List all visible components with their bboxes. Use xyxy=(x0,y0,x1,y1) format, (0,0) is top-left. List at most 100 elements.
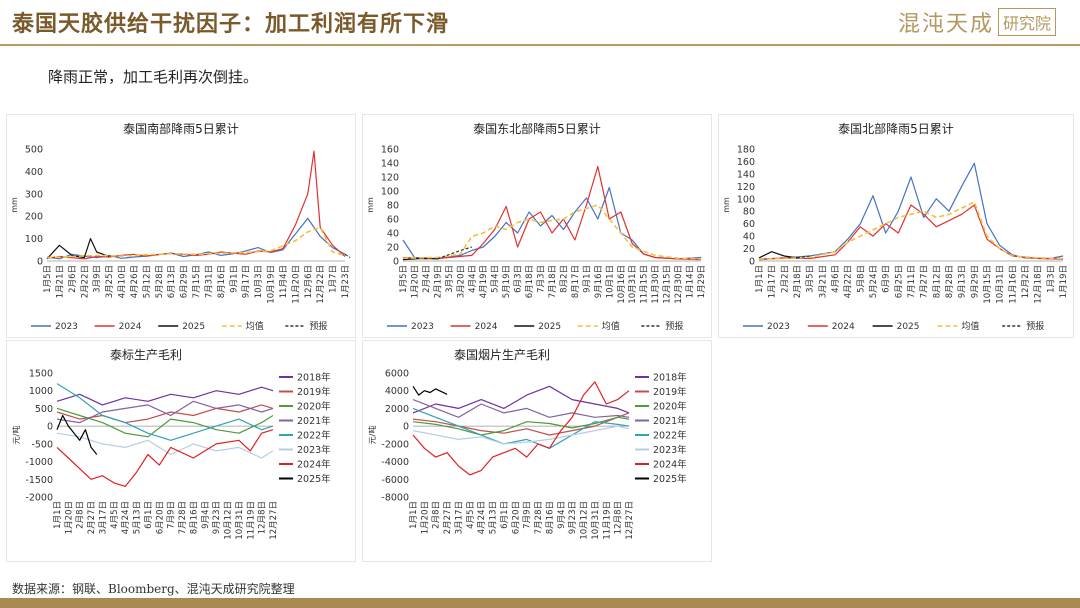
x-tick-label: 4月26日 xyxy=(130,265,140,298)
x-tick-label: 4月24日 xyxy=(121,501,131,534)
series-line-预报 xyxy=(344,253,351,259)
y-tick-label: 100 xyxy=(737,194,755,205)
x-tick-label: 3月17日 xyxy=(98,501,108,534)
series-line-2025 xyxy=(46,238,110,260)
x-tick-label: 7月28日 xyxy=(534,501,544,534)
y-tick-label: 60 xyxy=(387,215,399,226)
x-tick-label: 1月3日 xyxy=(1046,265,1056,293)
series-line-预报 xyxy=(437,246,472,260)
x-tick-label: 2月4日 xyxy=(422,265,432,293)
y-tick-label: 6000 xyxy=(385,369,409,380)
data-source-note: 数据来源：钢联、Bloomberg、混沌天成研究院整理 xyxy=(12,582,295,596)
y-tick-label: 60 xyxy=(743,219,755,230)
x-tick-label: 12月18日 xyxy=(1034,265,1044,304)
legend-label: 2025 xyxy=(897,322,920,332)
series-line-2020年 xyxy=(412,416,630,436)
y-tick-label: 1000 xyxy=(29,386,53,397)
x-tick-label: 10月31日 xyxy=(591,501,601,540)
x-tick-label: 5月8日 xyxy=(856,265,866,293)
chart-sheet-margin: 泰国烟片生产毛利 -8000 -6000 -4000 -2000 0 2000 4000 600… xyxy=(362,340,712,562)
x-tick-label: 11月19日 xyxy=(246,501,256,540)
series-line-2024 xyxy=(758,204,1064,261)
x-tick-label: 4月22日 xyxy=(844,265,854,298)
x-tick-label: 7月11日 xyxy=(907,265,917,298)
x-tick-label: 3月5日 xyxy=(445,265,455,293)
x-tick-label: 6月3日 xyxy=(514,265,524,293)
x-tick-label: 5月12日 xyxy=(142,265,152,298)
x-tick-label: 1月21日 xyxy=(55,265,65,298)
x-tick-label: 10月31日 xyxy=(628,265,638,304)
y-tick-label: -500 xyxy=(31,439,53,450)
x-tick-label: 6月20日 xyxy=(511,501,521,534)
x-tick-label: 9月4日 xyxy=(557,501,567,529)
x-tick-label: 1月17日 xyxy=(768,265,778,298)
y-tick-label: 0 xyxy=(37,257,43,268)
legend-label: 预报 xyxy=(665,320,683,332)
x-tick-label: 10月15日 xyxy=(983,265,993,304)
series-line-2022年 xyxy=(412,407,630,449)
x-tick-label: 5月13日 xyxy=(489,501,499,534)
x-tick-label: 3月17日 xyxy=(454,501,464,534)
x-tick-label: 11月15日 xyxy=(640,265,650,304)
x-tick-label: 7月27日 xyxy=(920,265,930,298)
x-tick-label: 2月27日 xyxy=(443,501,453,534)
page-title: 泰国天胶供给干扰因子：加工利润有所下滑 xyxy=(12,11,450,37)
x-tick-label: 3月25日 xyxy=(105,265,115,298)
y-tick-label: 400 xyxy=(25,167,43,178)
legend-label: 2021年 xyxy=(297,415,331,427)
x-tick-label: 12月30日 xyxy=(674,265,684,304)
series-line-2018年 xyxy=(56,386,274,406)
x-tick-label: 12月27日 xyxy=(625,501,635,540)
x-tick-label: 8月16日 xyxy=(189,501,199,534)
x-tick-label: 8月2日 xyxy=(559,265,569,293)
y-tick-label: -6000 xyxy=(381,475,409,486)
x-tick-label: 2月22日 xyxy=(80,265,90,298)
y-tick-label: -8000 xyxy=(381,493,409,504)
x-tick-label: 10月12日 xyxy=(580,501,590,540)
x-tick-label: 5月4日 xyxy=(491,265,501,293)
series-line-2021年 xyxy=(56,400,274,424)
series-line-2025年 xyxy=(412,385,448,396)
x-tick-label: 5月28日 xyxy=(155,265,165,298)
x-tick-label: 8月28日 xyxy=(945,265,955,298)
legend-label: 2020年 xyxy=(653,401,687,413)
legend-label: 2023 xyxy=(411,322,434,332)
series-line-2024 xyxy=(402,165,702,261)
chart-title: 泰标生产毛利 xyxy=(110,348,182,362)
x-tick-label: 12月8日 xyxy=(614,501,624,534)
x-tick-label: 9月4日 xyxy=(201,501,211,529)
x-tick-label: 12月15日 xyxy=(663,265,673,304)
x-tick-label: 8月17日 xyxy=(571,265,581,298)
legend-label: 2025 xyxy=(182,322,205,332)
chart-svg: 泰国烟片生产毛利 -8000 -6000 -4000 -2000 0 2000 4000 600… xyxy=(367,348,687,540)
x-tick-label: 1月14日 xyxy=(686,265,696,298)
y-tick-label: 100 xyxy=(25,234,43,245)
chart-svg: 泰国南部降雨5日累计 0 100 200 300 400 500 mm 1月5日 1月21日 2月6… xyxy=(10,121,351,332)
legend-label: 2020年 xyxy=(297,401,331,413)
x-tick-label: 5月24日 xyxy=(869,265,879,298)
x-tick-label: 11月16日 xyxy=(1008,265,1018,304)
x-tick-label: 7月3日 xyxy=(537,265,547,293)
x-tick-label: 11月20日 xyxy=(291,265,301,304)
series-line-2024 xyxy=(46,150,346,260)
y-tick-label: 80 xyxy=(743,207,755,218)
series-line-2024年 xyxy=(56,429,274,487)
legend-label: 2018年 xyxy=(297,372,331,384)
y-tick-label: 100 xyxy=(381,187,399,198)
x-tick-label: 2月8日 xyxy=(432,501,442,529)
brand-logo: 混沌天成 研究院 xyxy=(898,4,1056,40)
header-bar: 泰国天胶供给干扰因子：加工利润有所下滑 混沌天成 研究院 xyxy=(0,0,1080,44)
series-line-2023年 xyxy=(412,425,630,445)
series-line-预报 xyxy=(796,255,810,259)
series-line-2025 xyxy=(758,251,798,259)
legend-label: 均值 xyxy=(246,320,264,332)
y-tick-label: 0 xyxy=(393,257,399,268)
x-tick-label: 4月5日 xyxy=(466,501,476,529)
x-tick-label: 1月5日 xyxy=(43,265,53,293)
legend-label: 2023 xyxy=(55,322,78,332)
x-tick-label: 5月13日 xyxy=(133,501,143,534)
chart-south-rain: 泰国南部降雨5日累计 0 100 200 300 400 500 mm 1月5日 1月21日 2月6… xyxy=(6,114,356,338)
legend-label: 预报 xyxy=(1026,320,1044,332)
y-tick-label: -2000 xyxy=(381,439,409,450)
chart-title: 泰国南部降雨5日累计 xyxy=(123,121,239,136)
